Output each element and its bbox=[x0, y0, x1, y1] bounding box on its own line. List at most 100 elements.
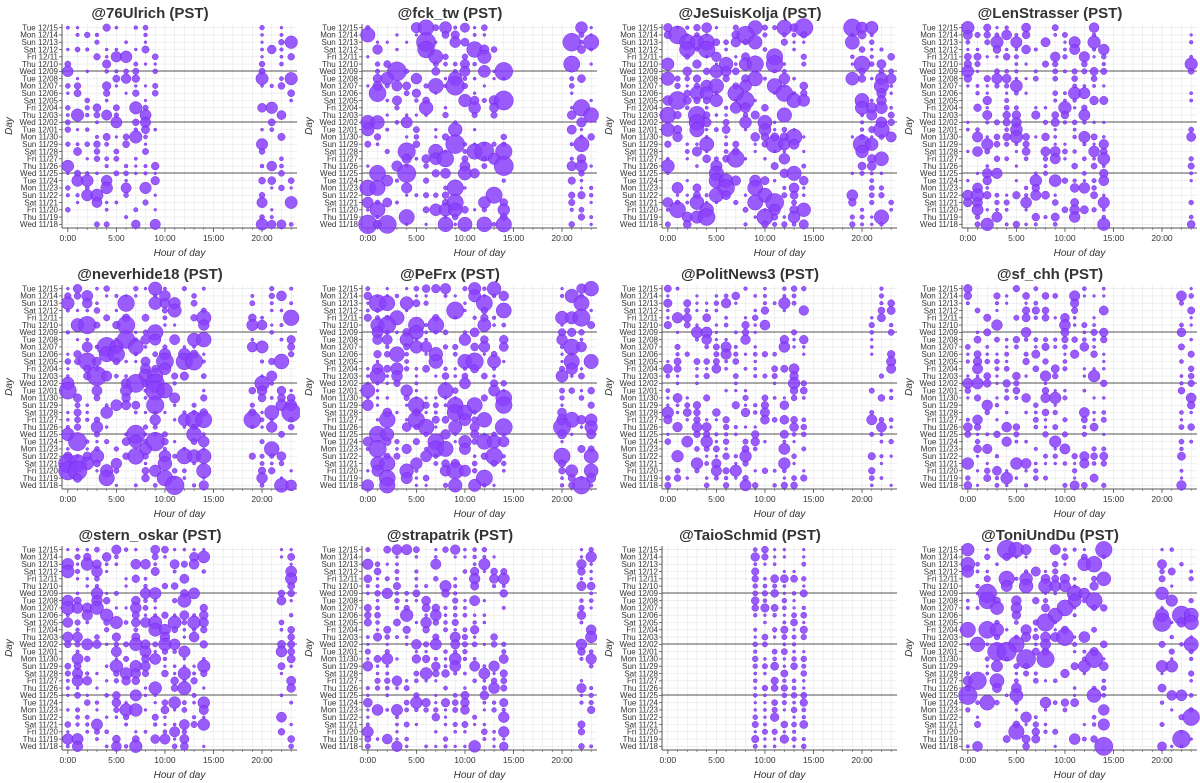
activity-dot bbox=[869, 199, 875, 206]
activity-dot bbox=[468, 101, 481, 114]
activity-dot bbox=[799, 720, 809, 729]
activity-dot bbox=[994, 454, 1000, 459]
activity-dot bbox=[781, 32, 787, 38]
y-tick-label: Sat 12/05 bbox=[924, 357, 959, 366]
activity-dot bbox=[771, 373, 778, 380]
activity-dot bbox=[992, 465, 1002, 476]
activity-dot bbox=[589, 185, 594, 191]
activity-dot bbox=[695, 323, 699, 327]
y-tick-label: Thu 12/03 bbox=[322, 372, 359, 381]
activity-dot bbox=[692, 74, 702, 83]
activity-dot bbox=[1090, 133, 1098, 141]
x-tick-label: 0:00 bbox=[60, 755, 77, 765]
activity-dot bbox=[1178, 300, 1184, 306]
activity-dot bbox=[172, 418, 177, 422]
activity-dot bbox=[180, 742, 189, 751]
activity-dot bbox=[120, 182, 132, 194]
activity-dot bbox=[1061, 553, 1069, 561]
activity-dot bbox=[361, 123, 375, 137]
y-tick-label: Tue 12/01 bbox=[922, 386, 958, 395]
y-tick-label: Sat 12/12 bbox=[924, 567, 959, 576]
activity-dot bbox=[66, 548, 70, 552]
activity-dot bbox=[424, 613, 428, 617]
activity-dot bbox=[423, 431, 429, 437]
activity-dot bbox=[761, 220, 769, 228]
activity-dot bbox=[732, 140, 740, 148]
activity-dot bbox=[782, 468, 787, 474]
activity-dot bbox=[121, 73, 132, 84]
activity-dot bbox=[792, 40, 796, 44]
activity-dot bbox=[472, 547, 477, 552]
activity-dot bbox=[1053, 142, 1057, 146]
y-tick-label: Sat 11/28 bbox=[24, 147, 58, 156]
activity-dot bbox=[714, 418, 719, 422]
activity-dot bbox=[192, 700, 196, 705]
activity-dot bbox=[375, 388, 380, 393]
activity-dot bbox=[93, 321, 101, 329]
activity-dot bbox=[1157, 559, 1167, 570]
activity-dot bbox=[260, 127, 264, 132]
y-tick-label: Wed 11/18 bbox=[920, 220, 959, 229]
y-tick-label: Thu 11/19 bbox=[623, 474, 659, 483]
y-tick-label: Wed 11/25 bbox=[320, 691, 359, 700]
activity-dot bbox=[801, 715, 806, 720]
y-tick-label: Sat 12/12 bbox=[924, 45, 959, 54]
activity-dot bbox=[85, 584, 89, 588]
y-tick-label: Thu 11/19 bbox=[323, 735, 359, 744]
activity-dot bbox=[104, 693, 109, 698]
activity-dot bbox=[288, 743, 294, 750]
activity-dot bbox=[753, 142, 757, 146]
activity-dot bbox=[664, 284, 672, 293]
activity-dot bbox=[1049, 435, 1062, 448]
activity-dot bbox=[1063, 47, 1067, 52]
y-tick-label: Sat 11/28 bbox=[624, 408, 658, 417]
activity-dot bbox=[1059, 443, 1071, 455]
activity-dot bbox=[734, 461, 738, 466]
activity-dot bbox=[267, 176, 277, 185]
activity-dot bbox=[1041, 306, 1050, 315]
y-tick-label: Wed 12/09 bbox=[319, 328, 358, 337]
activity-dot bbox=[1187, 350, 1195, 358]
y-tick-label: Thu 11/19 bbox=[923, 213, 959, 222]
activity-dot bbox=[1053, 628, 1057, 632]
activity-dot bbox=[583, 448, 599, 464]
activity-dot bbox=[379, 411, 396, 428]
activity-dot bbox=[102, 23, 111, 32]
activity-dot bbox=[188, 587, 200, 600]
activity-dot bbox=[868, 475, 875, 481]
y-tick-label: Sat 12/05 bbox=[324, 357, 359, 366]
activity-dot bbox=[675, 352, 680, 357]
activity-dot bbox=[1052, 75, 1059, 82]
activity-dot bbox=[1179, 374, 1184, 378]
y-tick-label: Sun 11/29 bbox=[22, 140, 58, 149]
y-tick-label: Mon 11/30 bbox=[621, 394, 659, 403]
activity-dot bbox=[966, 47, 970, 52]
activity-dot bbox=[85, 729, 90, 734]
activity-dot bbox=[192, 483, 197, 488]
activity-dot bbox=[1062, 461, 1068, 466]
activity-dot bbox=[975, 83, 980, 88]
activity-dot bbox=[1031, 349, 1041, 359]
activity-dot bbox=[1050, 364, 1060, 374]
activity-dot bbox=[729, 101, 742, 114]
y-tick-label: Fri 12/11 bbox=[627, 314, 659, 323]
activity-dot bbox=[1062, 482, 1068, 488]
activity-dot bbox=[704, 344, 709, 350]
activity-dot bbox=[763, 286, 767, 291]
activity-dot bbox=[369, 180, 386, 196]
activity-dot bbox=[404, 113, 409, 117]
activity-dot bbox=[501, 468, 506, 473]
activity-dot bbox=[497, 572, 510, 585]
activity-dot bbox=[963, 197, 973, 208]
activity-dot bbox=[1032, 677, 1039, 684]
y-tick-label: Tue 11/24 bbox=[323, 437, 359, 446]
activity-dot bbox=[283, 309, 300, 326]
activity-dot bbox=[131, 400, 141, 410]
activity-dot bbox=[449, 36, 461, 48]
x-tick-label: 5:00 bbox=[1008, 755, 1025, 765]
activity-dot bbox=[1053, 591, 1058, 596]
y-tick-label: Tue 11/24 bbox=[23, 437, 59, 446]
activity-dot bbox=[1082, 649, 1087, 654]
y-tick-label: Wed 12/09 bbox=[619, 328, 658, 337]
